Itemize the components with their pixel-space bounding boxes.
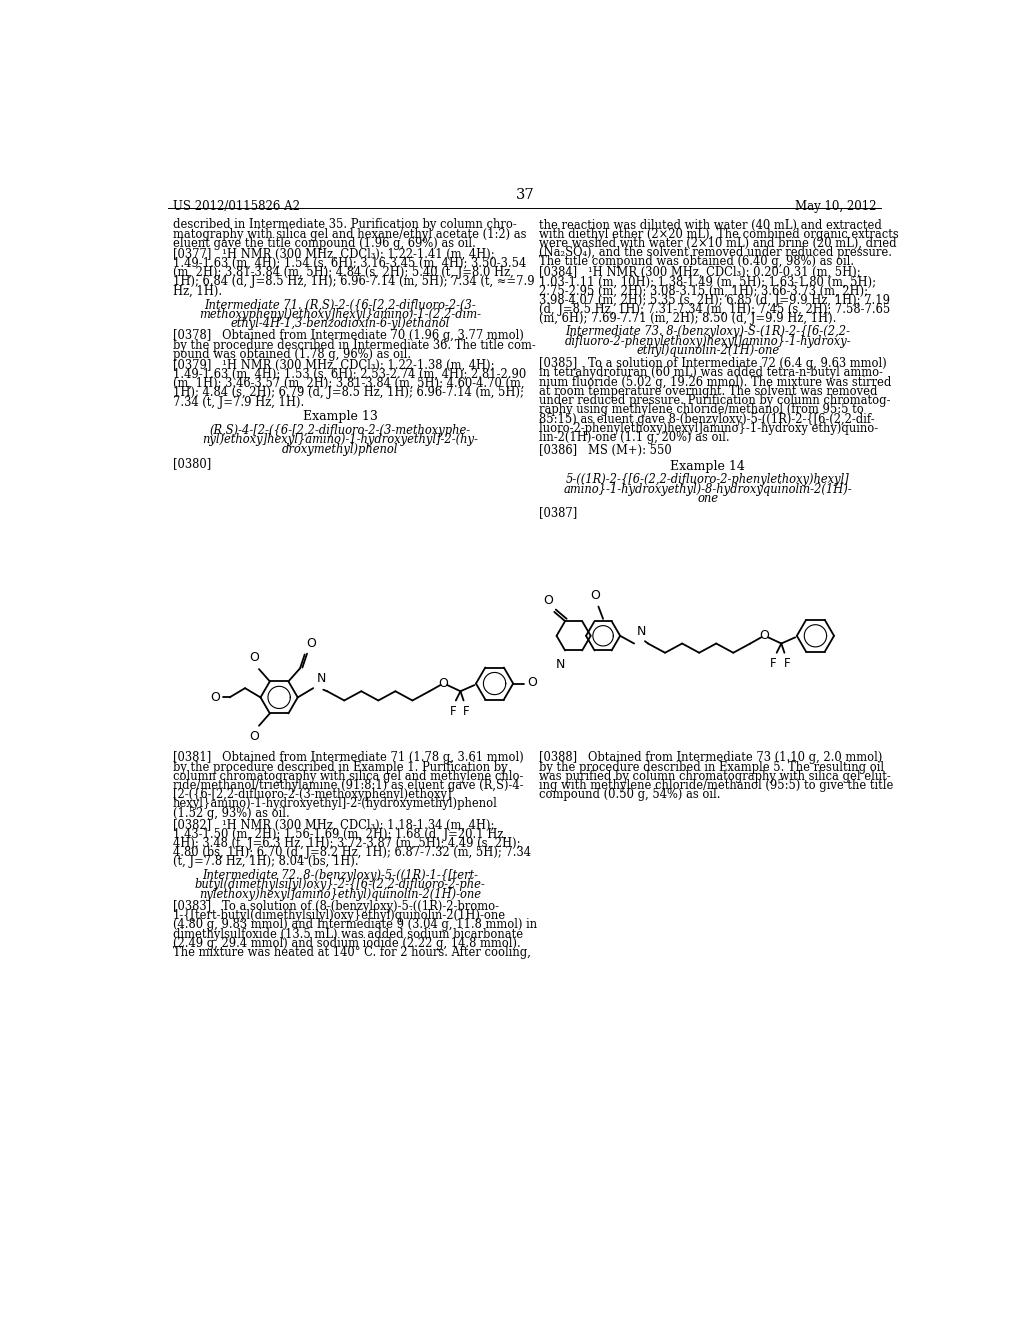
Text: the reaction was diluted with water (40 mL) and extracted: the reaction was diluted with water (40 …	[539, 218, 882, 231]
Text: 4H); 3.48 (t, J=6.3 Hz, 1H); 3.72-3.87 (m, 5H); 4.49 (s, 2H);: 4H); 3.48 (t, J=6.3 Hz, 1H); 3.72-3.87 (…	[173, 837, 520, 850]
Text: O: O	[438, 677, 449, 690]
Text: The mixture was heated at 140° C. for 2 hours. After cooling,: The mixture was heated at 140° C. for 2 …	[173, 946, 530, 960]
Text: O: O	[543, 594, 553, 607]
Text: O: O	[210, 690, 220, 704]
Text: O: O	[591, 589, 600, 602]
Text: F: F	[464, 705, 470, 718]
Text: ing with methylene chloride/methanol (95:5) to give the title: ing with methylene chloride/methanol (95…	[539, 779, 893, 792]
Text: [0388]   Obtained from Intermediate 73 (1.10 g, 2.0 mmol): [0388] Obtained from Intermediate 73 (1.…	[539, 751, 882, 764]
Text: 1H); 4.84 (s, 2H); 6.79 (d, J=8.5 Hz, 1H); 6.96-7.14 (m, 5H);: 1H); 4.84 (s, 2H); 6.79 (d, J=8.5 Hz, 1H…	[173, 387, 524, 400]
Text: hexyl}amino)-1-hydroxyethyl]-2-(hydroxymethyl)phenol: hexyl}amino)-1-hydroxyethyl]-2-(hydroxym…	[173, 797, 498, 810]
Text: 1.43-1.50 (m, 2H); 1.56-1.69 (m, 2H); 1.68 (d, J=20.1 Hz,: 1.43-1.50 (m, 2H); 1.56-1.69 (m, 2H); 1.…	[173, 828, 507, 841]
Text: at room temperature overnight. The solvent was removed: at room temperature overnight. The solve…	[539, 385, 878, 397]
Text: Intermediate 72. 8-(benzyloxy)-5-((1R)-1-{[tert-: Intermediate 72. 8-(benzyloxy)-5-((1R)-1…	[203, 869, 478, 882]
Text: compound (0.50 g, 54%) as oil.: compound (0.50 g, 54%) as oil.	[539, 788, 720, 801]
Text: F: F	[770, 657, 777, 671]
Text: nium fluoride (5.02 g, 19.26 mmol). The mixture was stirred: nium fluoride (5.02 g, 19.26 mmol). The …	[539, 376, 891, 388]
Text: (m, 6H); 7.69-7.71 (m, 2H); 8.50 (d, J=9.9 Hz, 1H).: (m, 6H); 7.69-7.71 (m, 2H); 8.50 (d, J=9…	[539, 313, 837, 326]
Text: Example 13: Example 13	[303, 411, 378, 424]
Text: pound was obtained (1.78 g, 96%) as oil.: pound was obtained (1.78 g, 96%) as oil.	[173, 348, 411, 360]
Text: Example 14: Example 14	[671, 461, 745, 474]
Text: N: N	[316, 672, 326, 685]
Text: N: N	[556, 659, 565, 671]
Text: under reduced pressure. Purification by column chromatog-: under reduced pressure. Purification by …	[539, 395, 890, 407]
Text: 4.80 (bs, 1H); 6.70 (d, J=8.2 Hz, 1H); 6.87-7.32 (m, 5H); 7.34: 4.80 (bs, 1H); 6.70 (d, J=8.2 Hz, 1H); 6…	[173, 846, 531, 859]
Text: by the procedure described in Intermediate 36. The title com-: by the procedure described in Intermedia…	[173, 339, 536, 351]
Text: F: F	[450, 705, 456, 718]
Text: by the procedure described in Example 1. Purification by: by the procedure described in Example 1.…	[173, 760, 508, 774]
Text: [0380]: [0380]	[173, 457, 211, 470]
Text: [0385]   To a solution of Intermediate 72 (6.4 g, 9.63 mmol): [0385] To a solution of Intermediate 72 …	[539, 358, 887, 370]
Text: 1.49-1.63 (m, 4H); 1.54 (s, 6H); 3.16-3.45 (m, 4H); 3.50-3.54: 1.49-1.63 (m, 4H); 1.54 (s, 6H); 3.16-3.…	[173, 257, 526, 271]
Text: luoro-2-phenylethoxy)hexyl]amino}-1-hydroxy ethy)quino-: luoro-2-phenylethoxy)hexyl]amino}-1-hydr…	[539, 422, 878, 434]
Text: US 2012/0115826 A2: US 2012/0115826 A2	[173, 199, 300, 213]
Text: nylethoxy)hexyl]amino}ethyl)quinolin-2(1H)-one: nylethoxy)hexyl]amino}ethyl)quinolin-2(1…	[200, 887, 481, 900]
Text: [0387]: [0387]	[539, 507, 577, 520]
Text: ethyl-4H-1,3-benzodioxin-6-yl)ethanol: ethyl-4H-1,3-benzodioxin-6-yl)ethanol	[230, 317, 450, 330]
Text: Intermediate 71. (R,S)-2-({6-[2,2-difluoro-2-(3-: Intermediate 71. (R,S)-2-({6-[2,2-difluo…	[205, 298, 476, 312]
Text: were washed with water (2×10 mL) and brine (20 mL), dried: were washed with water (2×10 mL) and bri…	[539, 238, 896, 249]
Text: (m, 2H); 3.81-3.84 (m, 5H); 4.84 (s, 2H); 5.40 (t, J=8.0 Hz,: (m, 2H); 3.81-3.84 (m, 5H); 4.84 (s, 2H)…	[173, 267, 514, 280]
Text: May 10, 2012: May 10, 2012	[796, 199, 877, 213]
Text: [0383]   To a solution of (8-(benzyloxy)-5-((1R)-2-bromo-: [0383] To a solution of (8-(benzyloxy)-5…	[173, 900, 499, 913]
Text: (4.80 g, 9.83 mmol) and Intermediate 9 (3.04 g, 11.8 mmol) in: (4.80 g, 9.83 mmol) and Intermediate 9 (…	[173, 919, 537, 932]
Text: butyl(dimethylsilyl)oxy}-2-{[6-(2,2-difluoro-2-phe-: butyl(dimethylsilyl)oxy}-2-{[6-(2,2-difl…	[195, 878, 485, 891]
Text: dimethylsulfoxide (13.5 mL) was added sodium bicarbonate: dimethylsulfoxide (13.5 mL) was added so…	[173, 928, 523, 941]
Text: (t, J=7.8 Hz, 1H); 8.04 (bs, 1H).: (t, J=7.8 Hz, 1H); 8.04 (bs, 1H).	[173, 855, 358, 869]
Text: O: O	[527, 676, 537, 689]
Text: ride/methanol/triethylamine (91:8:1) as eluent gave (R,S)-4-: ride/methanol/triethylamine (91:8:1) as …	[173, 779, 523, 792]
Text: by the procedure described in Example 5. The resulting oil: by the procedure described in Example 5.…	[539, 760, 884, 774]
Text: methoxyphenyl)ethoxy]hexyl}amino)-1-(2,2-dim-: methoxyphenyl)ethoxy]hexyl}amino)-1-(2,2…	[200, 308, 481, 321]
Text: F: F	[784, 657, 791, 671]
Text: N: N	[637, 626, 646, 638]
Text: O: O	[760, 630, 769, 643]
Text: 1.03-1.11 (m, 10H); 1.38-1.49 (m, 5H); 1.63-1.80 (m, 5H);: 1.03-1.11 (m, 10H); 1.38-1.49 (m, 5H); 1…	[539, 276, 876, 289]
Text: (Na₂SO₄), and the solvent removed under reduced pressure.: (Na₂SO₄), and the solvent removed under …	[539, 246, 892, 259]
Text: (m, 1H); 3.46-3.57 (m, 2H); 3.81-3.84 (m, 5H); 4.60-4.70 (m,: (m, 1H); 3.46-3.57 (m, 2H); 3.81-3.84 (m…	[173, 378, 524, 391]
Text: (R,S)-4-[2-({6-[2,2-difluoro-2-(3-methoxyphe-: (R,S)-4-[2-({6-[2,2-difluoro-2-(3-methox…	[210, 424, 471, 437]
Text: droxymethyl)phenol: droxymethyl)phenol	[283, 442, 398, 455]
Text: [0384]   ¹H NMR (300 MHz, CDCl₃): 0.20-0.31 (m, 5H);: [0384] ¹H NMR (300 MHz, CDCl₃): 0.20-0.3…	[539, 267, 860, 280]
Text: [0381]   Obtained from Intermediate 71 (1.78 g, 3.61 mmol): [0381] Obtained from Intermediate 71 (1.…	[173, 751, 523, 764]
Text: matography with silica gel and hexane/ethyl acetate (1:2) as: matography with silica gel and hexane/et…	[173, 227, 526, 240]
Text: eluent gave the title compound (1.96 g, 69%) as oil.: eluent gave the title compound (1.96 g, …	[173, 238, 476, 249]
Text: column chromatography with silica gel and methylene chlo-: column chromatography with silica gel an…	[173, 770, 523, 783]
Text: 3.98-4.07 (m, 2H); 5.35 (s, 2H); 6.85 (d, J=9.9 Hz, 1H); 7.19: 3.98-4.07 (m, 2H); 5.35 (s, 2H); 6.85 (d…	[539, 294, 890, 308]
Text: Hz, 1H).: Hz, 1H).	[173, 285, 222, 298]
Text: [0386]   MS (M+): 550: [0386] MS (M+): 550	[539, 444, 672, 457]
Text: was purified by column chromatography with silica gel elut-: was purified by column chromatography wi…	[539, 770, 891, 783]
Text: 5-((1R)-2-{[6-(2,2-difluoro-2-phenylethoxy)hexyl]: 5-((1R)-2-{[6-(2,2-difluoro-2-phenyletho…	[566, 474, 850, 486]
Text: 1-{[tert-butyl(dimethylsilyl)oxy}ethyl)quinolin-2(1H)-one: 1-{[tert-butyl(dimethylsilyl)oxy}ethyl)q…	[173, 909, 506, 923]
Text: [2-({6-[2,2-difluoro-2-(3-methoxyphenyl)ethoxy]: [2-({6-[2,2-difluoro-2-(3-methoxyphenyl)…	[173, 788, 452, 801]
Text: 85:15) as eluent gave 8-(benzyloxy)-5-((1R)-2-{[6-(2,2-dif-: 85:15) as eluent gave 8-(benzyloxy)-5-((…	[539, 412, 874, 425]
Text: 7.34 (t, J=7.9 Hz, 1H).: 7.34 (t, J=7.9 Hz, 1H).	[173, 396, 304, 409]
Text: (1.52 g, 93%) as oil.: (1.52 g, 93%) as oil.	[173, 807, 290, 820]
Text: 2.75-2.95 (m, 2H); 3.08-3.15 (m, 1H); 3.66-3.73 (m, 2H);: 2.75-2.95 (m, 2H); 3.08-3.15 (m, 1H); 3.…	[539, 285, 867, 298]
Text: one: one	[697, 492, 718, 504]
Text: ethyl)quinolin-2(1H)-one: ethyl)quinolin-2(1H)-one	[636, 345, 779, 356]
Text: (d, J=8.5 Hz, 1H); 7.31-7.34 (m, 1H); 7.45 (s, 2H); 7.58-7.65: (d, J=8.5 Hz, 1H); 7.31-7.34 (m, 1H); 7.…	[539, 304, 890, 317]
Text: Intermediate 73. 8-(benzyloxy)-S-(1R)-2-{[6-(2,2-: Intermediate 73. 8-(benzyloxy)-S-(1R)-2-…	[565, 326, 850, 338]
Text: with diethyl ether (2×20 mL). The combined organic extracts: with diethyl ether (2×20 mL). The combin…	[539, 227, 898, 240]
Text: raphy using methylene chloride/methanol (from 95:5 to: raphy using methylene chloride/methanol …	[539, 404, 863, 416]
Text: O: O	[250, 652, 259, 664]
Text: (2.49 g, 29.4 mmol) and sodium iodide (2.22 g, 14.8 mmol).: (2.49 g, 29.4 mmol) and sodium iodide (2…	[173, 937, 520, 950]
Text: described in Intermediate 35. Purification by column chro-: described in Intermediate 35. Purificati…	[173, 218, 517, 231]
Text: difluoro-2-phenylethoxy)hexyl]amino}-1-hydroxy-: difluoro-2-phenylethoxy)hexyl]amino}-1-h…	[564, 335, 851, 347]
Text: [0378]   Obtained from Intermediate 70 (1.96 g, 3.77 mmol): [0378] Obtained from Intermediate 70 (1.…	[173, 330, 524, 342]
Text: [0377]   ¹H NMR (300 MHz, CDCl₃): 1.22-1.41 (m, 4H);: [0377] ¹H NMR (300 MHz, CDCl₃): 1.22-1.4…	[173, 248, 495, 261]
Text: lin-2(1H)-one (1.1 g, 20%) as oil.: lin-2(1H)-one (1.1 g, 20%) as oil.	[539, 430, 729, 444]
Text: amino}-1-hydroxyethyl)-8-hydroxyquinolin-2(1H)-: amino}-1-hydroxyethyl)-8-hydroxyquinolin…	[563, 483, 852, 495]
Text: [0379]   ¹H NMR (300 MHz, CDCl₃): 1.22-1.38 (m, 4H);: [0379] ¹H NMR (300 MHz, CDCl₃): 1.22-1.3…	[173, 359, 495, 372]
Text: O: O	[250, 730, 259, 743]
Text: 1.49-1.63 (m, 4H); 1.53 (s, 6H); 2.53-2.74 (m, 4H); 2.81-2.90: 1.49-1.63 (m, 4H); 1.53 (s, 6H); 2.53-2.…	[173, 368, 526, 381]
Text: in tetrahydrofuran (60 mL) was added tetra-n-butyl ammo-: in tetrahydrofuran (60 mL) was added tet…	[539, 367, 883, 379]
Text: O: O	[306, 636, 316, 649]
Text: 1H); 6.84 (d, J=8.5 Hz, 1H); 6.96-7.14 (m, 5H); 7.34 (t, ≈=7.9: 1H); 6.84 (d, J=8.5 Hz, 1H); 6.96-7.14 (…	[173, 276, 535, 289]
Text: The title compound was obtained (6.40 g, 98%) as oil.: The title compound was obtained (6.40 g,…	[539, 256, 854, 268]
Text: [0382]   ¹H NMR (300 MHz, CDCl₃): 1.18-1.34 (m, 4H);: [0382] ¹H NMR (300 MHz, CDCl₃): 1.18-1.3…	[173, 818, 495, 832]
Text: 37: 37	[515, 187, 535, 202]
Text: nyl)ethoxy]hexyl}amino)-1-hydroxyethyl]-2-(hy-: nyl)ethoxy]hexyl}amino)-1-hydroxyethyl]-…	[203, 433, 478, 446]
